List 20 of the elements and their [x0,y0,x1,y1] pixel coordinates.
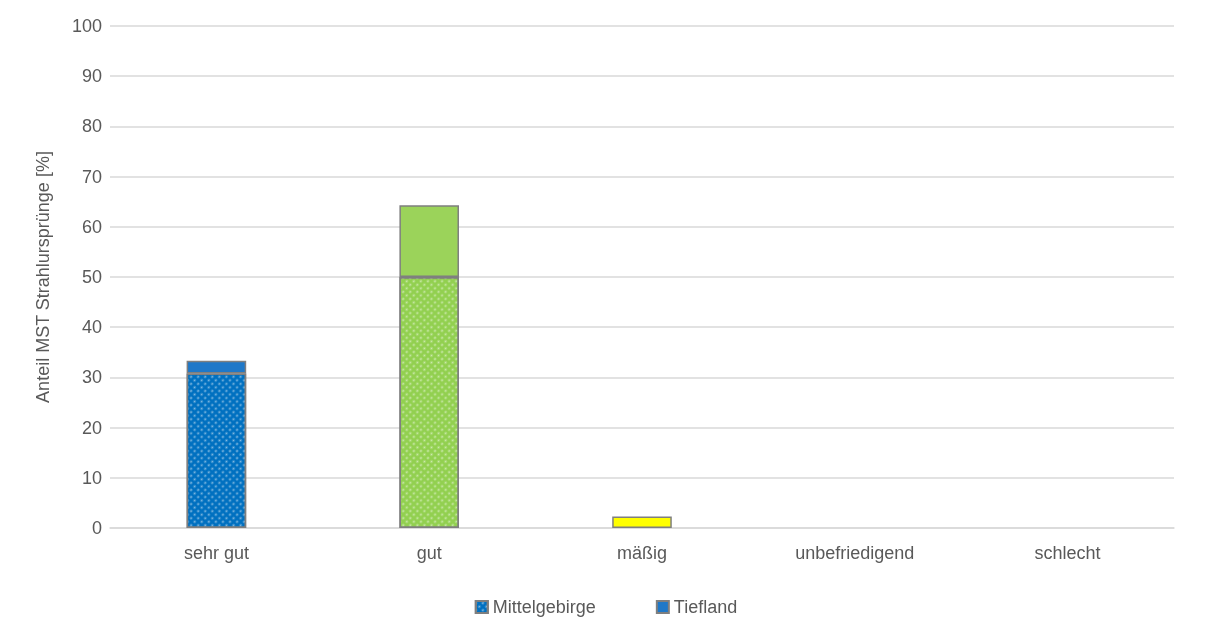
y-tick-label: 50 [81,267,102,287]
y-axis-title: Anteil MST Strahlursprünge [%] [33,151,53,403]
legend-label: Mittelgebirge [492,597,596,617]
x-tick-label: sehr gut [183,543,249,563]
y-tick-label: 10 [81,467,102,488]
y-tick-label: 60 [81,216,102,237]
x-tick-label: mäßig [616,543,668,563]
y-tick-label: 100 [71,16,102,36]
y-tick-label: 0 [91,518,102,538]
y-tick-label: 70 [81,166,102,187]
x-tick-label: gut [416,543,442,563]
y-tick-label: 40 [81,317,102,338]
legend-label: Tiefland [673,597,738,617]
x-tick-label: schlecht [1034,543,1101,563]
y-tick-label: 90 [81,66,102,87]
x-tick-label: unbefriedigend [795,543,915,563]
y-tick-label: 20 [81,417,102,438]
y-tick-label: 30 [81,367,102,388]
y-tick-label: 80 [81,116,102,137]
bar [612,516,672,528]
